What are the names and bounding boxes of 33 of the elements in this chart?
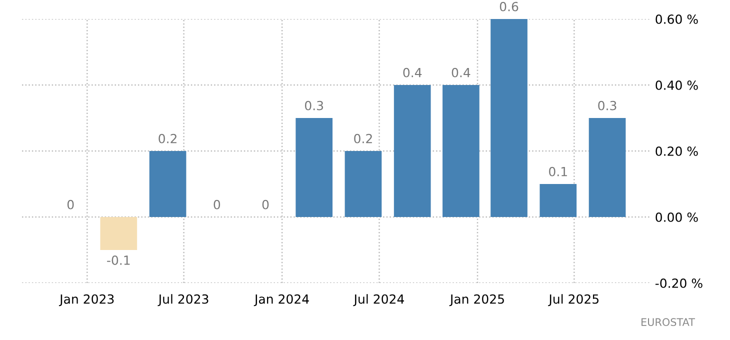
x-tick-label: Jul 2025 — [548, 294, 599, 306]
data-label: 0.3 — [304, 100, 324, 110]
bar — [296, 118, 333, 217]
data-label: 0 — [67, 200, 74, 210]
y-tick-label: -0.20 % — [655, 278, 702, 288]
text: EUROSTAT — [642, 318, 696, 326]
bar — [344, 151, 382, 217]
y-tick-label: 0.00 % — [656, 212, 698, 222]
x-tick-label: Jan 2025 — [449, 294, 504, 306]
y-tick-label: 0.60 % — [656, 14, 698, 24]
data-label: 0.3 — [598, 100, 616, 110]
bar — [540, 184, 577, 217]
y-tick-label: 0.20 % — [656, 146, 698, 156]
bar — [149, 151, 186, 217]
bar — [588, 118, 626, 217]
bar — [394, 85, 431, 217]
x-tick-label: Jul 2023 — [158, 294, 208, 306]
y-tick-label: 0.40 % — [656, 80, 698, 90]
data-label: 0 — [262, 200, 269, 210]
data-label: 0.2 — [158, 134, 176, 144]
data-label: -0.1 — [107, 256, 130, 265]
data-label: 0.2 — [354, 134, 372, 144]
bar — [100, 217, 138, 250]
data-label: 0 — [214, 200, 220, 210]
x-tick-label: Jan 2024 — [254, 294, 309, 306]
data-label: 0.1 — [549, 166, 567, 176]
bar — [490, 19, 528, 217]
x-tick-label: Jul 2024 — [353, 294, 404, 306]
x-tick-label: Jan 2023 — [58, 294, 114, 306]
data-label: 0.4 — [452, 68, 470, 78]
data-label: 0.6 — [500, 2, 518, 12]
bar — [442, 85, 480, 217]
data-label: 0.4 — [403, 68, 422, 78]
